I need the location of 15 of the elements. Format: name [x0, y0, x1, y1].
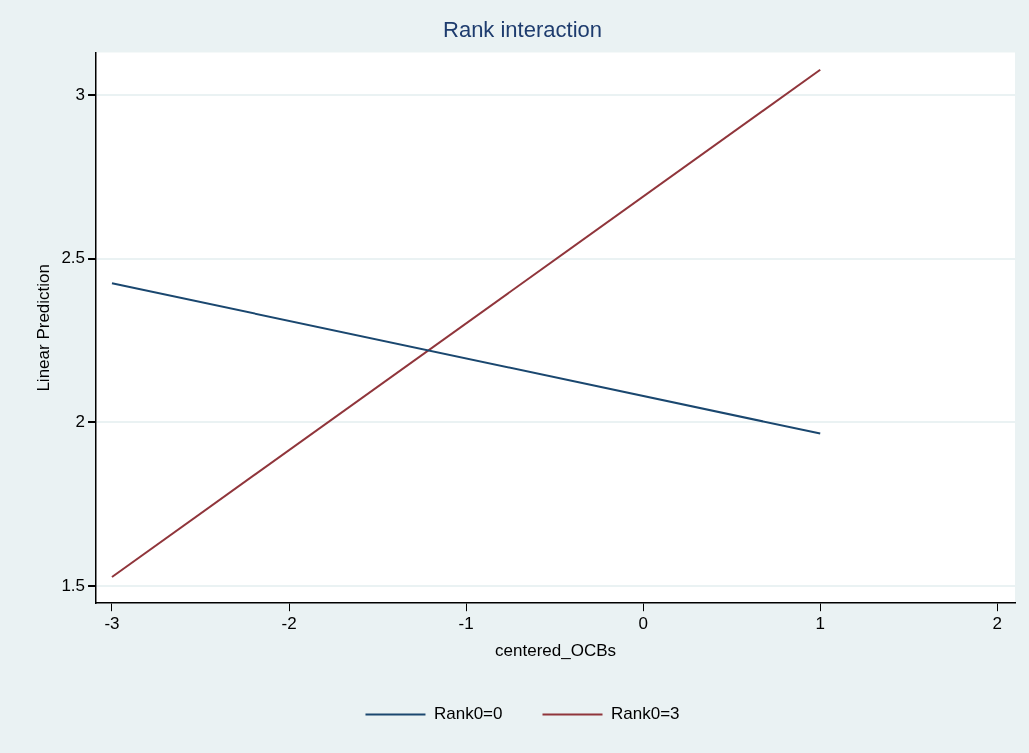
y-tick-label: 2.5: [61, 248, 86, 268]
x-tick-label: 0: [638, 614, 648, 634]
x-tick-label: -2: [281, 614, 297, 634]
y-tick-label: 3: [75, 84, 86, 104]
chart-title: Rank interaction: [443, 17, 602, 43]
x-tick-label: -3: [104, 614, 120, 634]
legend-label: Rank0=3: [611, 704, 680, 724]
legend-label: Rank0=0: [433, 704, 503, 724]
x-tick-label: 1: [815, 614, 825, 634]
x-tick-label: -1: [458, 614, 474, 634]
y-tick-label: 1.5: [61, 575, 86, 595]
x-axis-title: centered_OCBs: [495, 641, 616, 661]
y-tick-label: 2: [75, 412, 86, 432]
x-tick-label: 2: [992, 614, 1003, 634]
y-axis-title: Linear Prediction: [33, 264, 53, 392]
